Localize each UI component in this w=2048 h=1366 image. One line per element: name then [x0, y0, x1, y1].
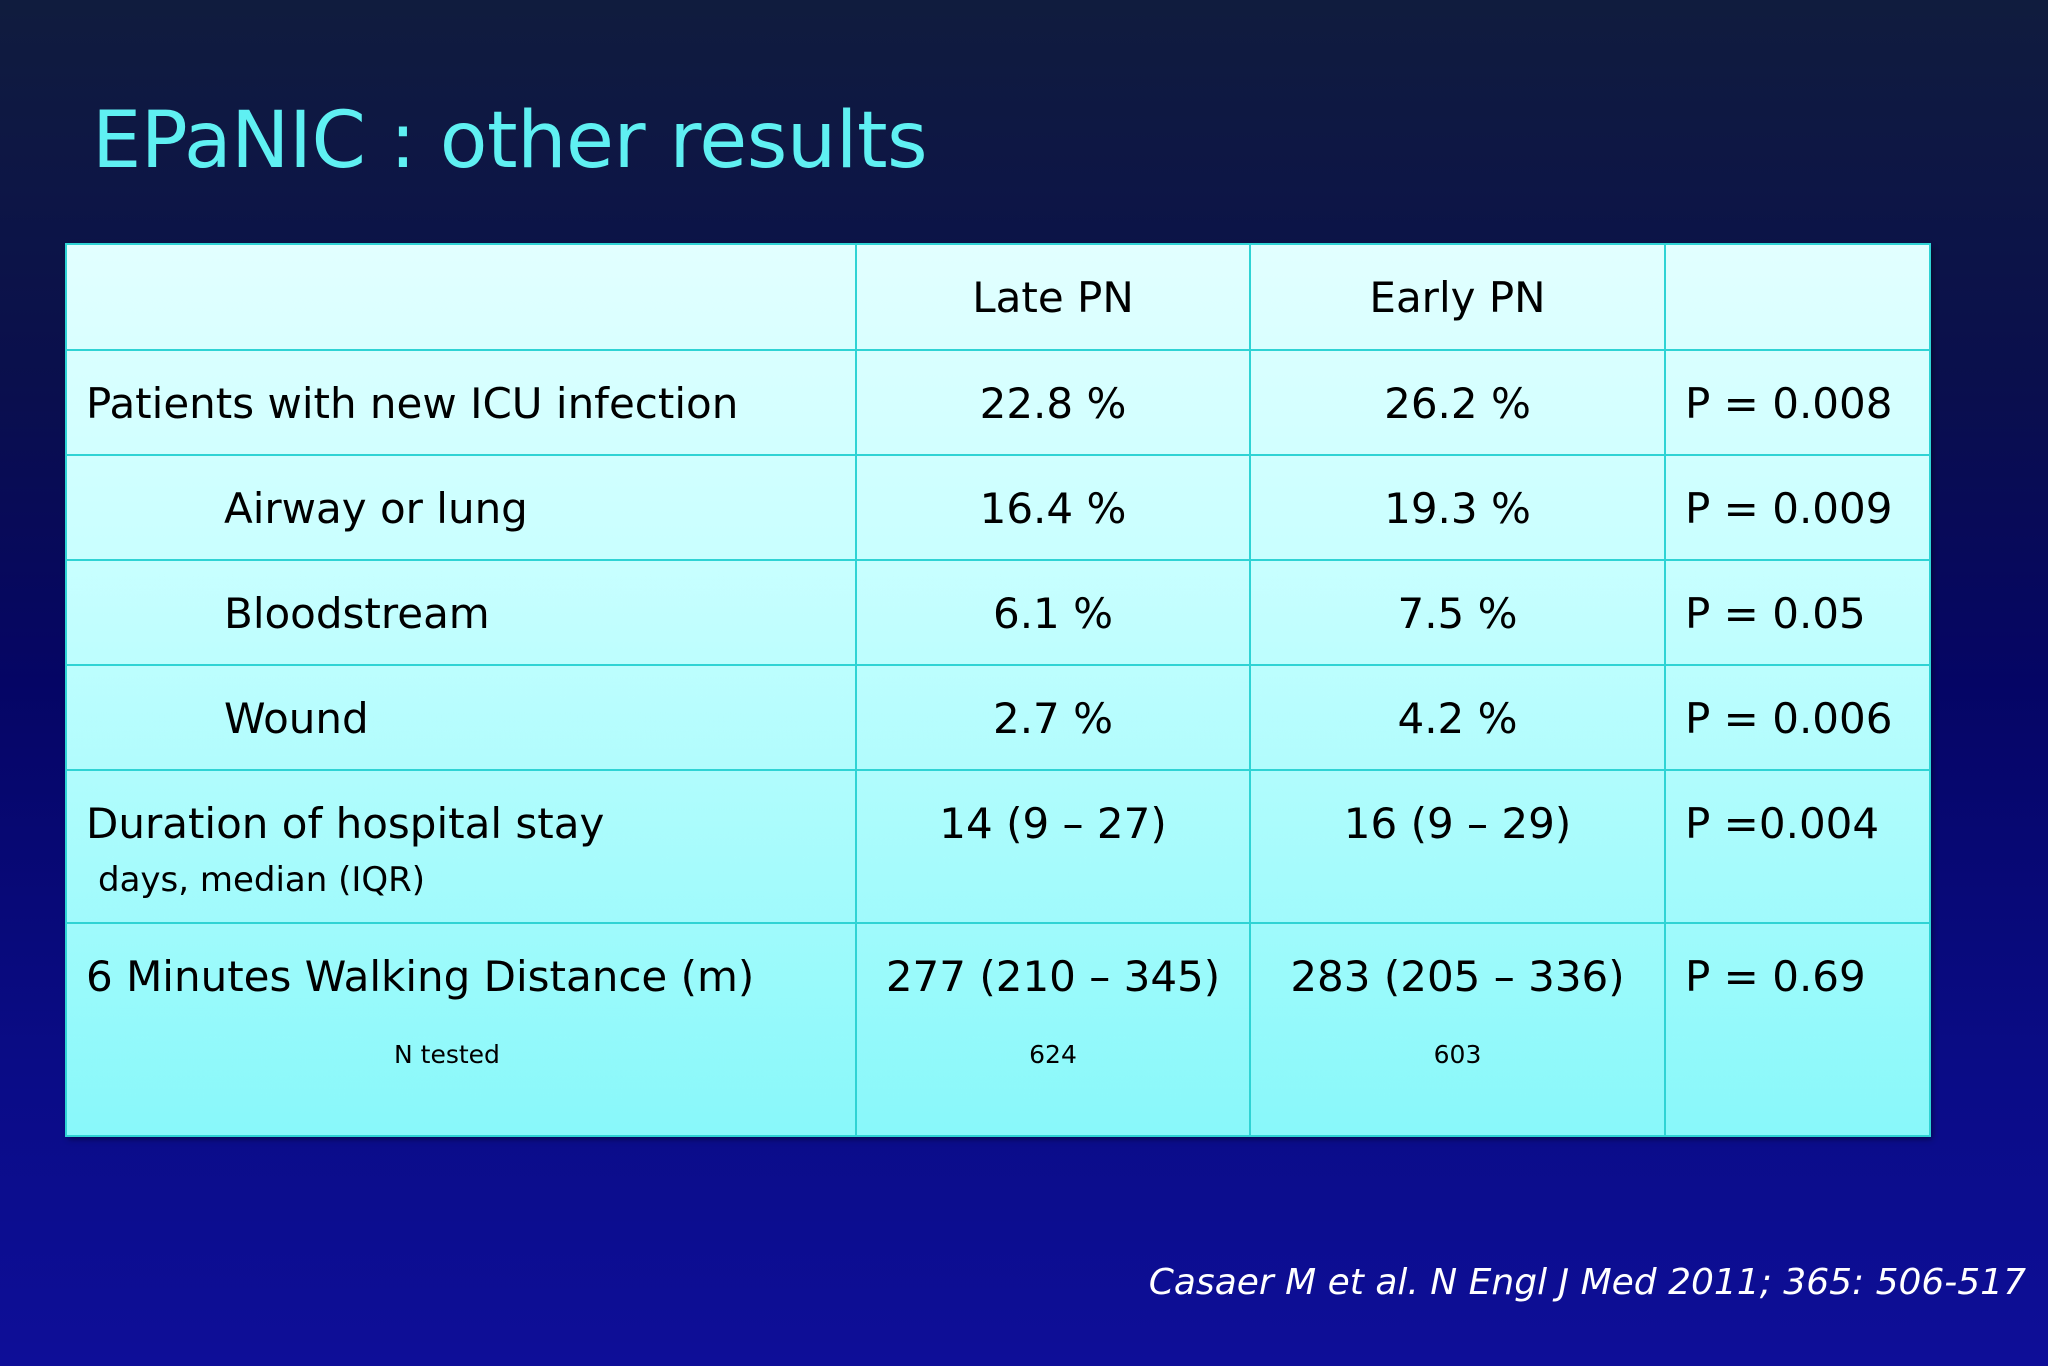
late-pn-value: 16.4 %	[855, 454, 1251, 561]
p-value: P = 0.009	[1664, 454, 1931, 561]
table-row: Wound 2.7 % 4.2 % P = 0.006	[65, 664, 1931, 771]
late-pn-value: 2.7 %	[855, 664, 1251, 771]
row-label: Airway or lung	[65, 454, 857, 561]
early-pn-value: 16 (9 – 29)	[1249, 769, 1666, 924]
slide-title: EPaNIC : other results	[92, 96, 928, 186]
early-pn-value: 19.3 %	[1249, 454, 1666, 561]
row-label-main: 6 Minutes Walking Distance (m)	[86, 952, 755, 1001]
early-pn-median: 283 (205 – 336)	[1290, 952, 1625, 1001]
row-label: 6 Minutes Walking Distance (m) N tested	[65, 922, 857, 1137]
table-row: Patients with new ICU infection 22.8 % 2…	[65, 349, 1931, 456]
header-cell-empty	[65, 243, 857, 351]
citation: Casaer M et al. N Engl J Med 2011; 365: …	[1148, 1262, 2026, 1303]
table-row: Airway or lung 16.4 % 19.3 % P = 0.009	[65, 454, 1931, 561]
p-value: P = 0.008	[1664, 349, 1931, 456]
early-pn-value: 4.2 %	[1249, 664, 1666, 771]
row-label: Patients with new ICU infection	[65, 349, 857, 456]
late-pn-n-tested: 624	[1029, 1040, 1077, 1069]
n-tested-label: N tested	[394, 1040, 500, 1069]
table-row: 6 Minutes Walking Distance (m) N tested …	[65, 922, 1931, 1137]
late-pn-value: 6.1 %	[855, 559, 1251, 666]
early-pn-value: 26.2 %	[1249, 349, 1666, 456]
row-label-main: Duration of hospital stay	[86, 799, 605, 848]
header-cell-late-pn: Late PN	[855, 243, 1251, 351]
row-label: Duration of hospital stay days, median (…	[65, 769, 857, 924]
p-value: P = 0.69	[1664, 922, 1931, 1137]
row-sublabel: days, median (IQR)	[98, 860, 426, 900]
p-value: P =0.004	[1664, 769, 1931, 924]
p-value: P = 0.05	[1664, 559, 1931, 666]
header-cell-early-pn: Early PN	[1249, 243, 1666, 351]
early-pn-value: 7.5 %	[1249, 559, 1666, 666]
late-pn-value: 22.8 %	[855, 349, 1251, 456]
row-label: Wound	[65, 664, 857, 771]
table-header-row: Late PN Early PN	[65, 243, 1931, 351]
row-label: Bloodstream	[65, 559, 857, 666]
early-pn-n-tested: 603	[1433, 1040, 1482, 1069]
late-pn-value: 14 (9 – 27)	[855, 769, 1251, 924]
table-row: Duration of hospital stay days, median (…	[65, 769, 1931, 924]
results-table: Late PN Early PN Patients with new ICU i…	[65, 243, 1931, 1137]
header-cell-p-value	[1664, 243, 1931, 351]
late-pn-median: 277 (210 – 345)	[885, 952, 1221, 1001]
early-pn-value: 283 (205 – 336) 603	[1249, 922, 1666, 1137]
table-row: Bloodstream 6.1 % 7.5 % P = 0.05	[65, 559, 1931, 666]
late-pn-value: 277 (210 – 345) 624	[855, 922, 1251, 1137]
p-value: P = 0.006	[1664, 664, 1931, 771]
results-table-container: Late PN Early PN Patients with new ICU i…	[65, 243, 1931, 1137]
